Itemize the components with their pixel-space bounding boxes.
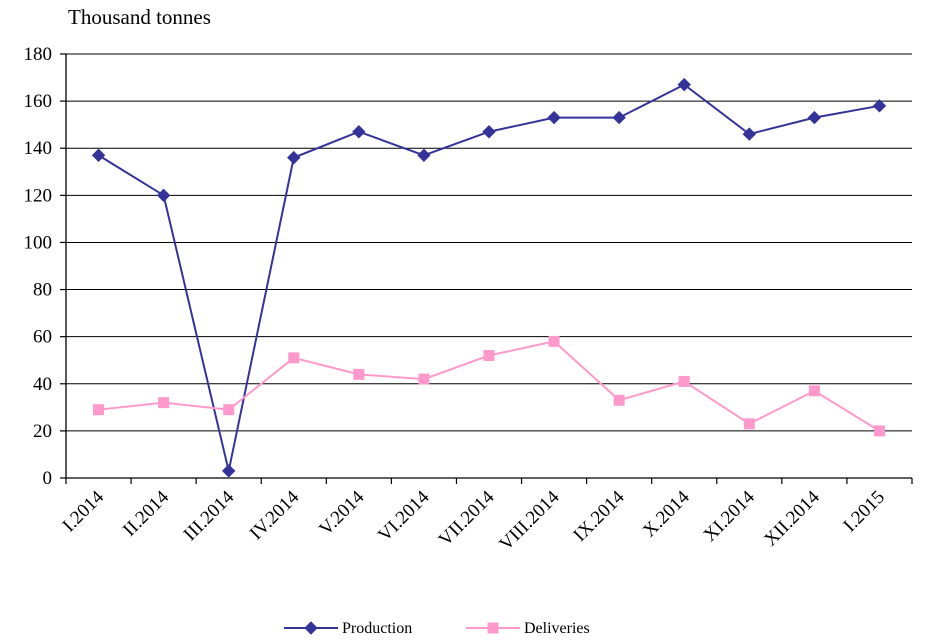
deliveries-point bbox=[418, 373, 430, 385]
deliveries-point bbox=[743, 418, 755, 430]
y-axis-unit-label: Thousand tonnes bbox=[68, 5, 211, 29]
deliveries-point bbox=[93, 404, 105, 416]
deliveries-point bbox=[158, 397, 170, 409]
x-axis-ticks: I.2014 II.2014 III.2014 IV.2014 V.2014 VI.201… bbox=[59, 478, 913, 555]
production-line bbox=[98, 83, 880, 472]
x-tick-label: IX.2014 bbox=[569, 486, 629, 546]
deliveries-point bbox=[678, 375, 690, 387]
y-tick-label: 180 bbox=[24, 44, 53, 65]
production-point bbox=[807, 110, 822, 125]
production-point bbox=[91, 148, 106, 162]
y-tick-label: 40 bbox=[33, 374, 52, 395]
y-tick-label: 100 bbox=[24, 232, 53, 253]
series-deliveries bbox=[93, 335, 885, 437]
deliveries-point bbox=[548, 335, 560, 347]
production-point bbox=[612, 110, 626, 125]
y-tick-label: 80 bbox=[33, 280, 52, 301]
x-tick-label: IV.2014 bbox=[246, 486, 304, 544]
deliveries-point bbox=[223, 404, 235, 416]
x-tick-label: V.2014 bbox=[315, 486, 368, 539]
legend-swatch-marker bbox=[304, 621, 318, 635]
deliveries-point bbox=[288, 352, 300, 364]
production-point bbox=[156, 188, 171, 203]
deliveries-point bbox=[873, 425, 885, 437]
x-tick-label: I.2015 bbox=[839, 487, 889, 537]
production-point bbox=[677, 77, 691, 92]
legend-label: Production bbox=[342, 620, 412, 637]
gridlines bbox=[66, 53, 912, 432]
x-tick-label: II.2014 bbox=[119, 486, 173, 540]
production-point bbox=[547, 110, 561, 125]
y-tick-label: 160 bbox=[24, 91, 53, 112]
x-tick-label: XI.2014 bbox=[700, 486, 760, 546]
production-point bbox=[221, 464, 236, 478]
data-series bbox=[91, 77, 887, 478]
y-tick-label: 120 bbox=[24, 185, 53, 206]
x-tick-label: VII.2014 bbox=[435, 486, 499, 550]
deliveries-point bbox=[808, 385, 820, 397]
y-tick-label: 140 bbox=[24, 138, 53, 159]
production-point bbox=[287, 150, 301, 165]
legend-item-production: Production bbox=[284, 620, 412, 637]
x-tick-label: III.2014 bbox=[180, 486, 239, 545]
x-tick-label: VI.2014 bbox=[374, 486, 434, 546]
legend: Production Deliveries bbox=[284, 620, 590, 637]
production-point bbox=[417, 148, 431, 162]
y-axis-ticks: 0 20 40 60 80 100 120 140 160 180 bbox=[24, 44, 66, 489]
production-point bbox=[872, 99, 887, 113]
y-tick-label: 0 bbox=[43, 468, 53, 489]
legend-swatch-marker bbox=[487, 622, 499, 634]
x-tick-label: X.2014 bbox=[639, 486, 694, 541]
legend-item-deliveries: Deliveries bbox=[466, 620, 590, 637]
y-tick-label: 60 bbox=[33, 327, 52, 348]
x-tick-label: XII.2014 bbox=[760, 486, 824, 550]
x-tick-label: VIII.2014 bbox=[495, 486, 564, 555]
production-point bbox=[482, 125, 496, 139]
production-point bbox=[352, 125, 366, 139]
deliveries-point bbox=[483, 350, 495, 362]
deliveries-point bbox=[613, 394, 625, 406]
production-point bbox=[742, 127, 757, 141]
deliveries-point bbox=[353, 368, 365, 380]
series-production bbox=[91, 77, 887, 478]
y-tick-label: 20 bbox=[33, 421, 52, 442]
x-tick-label: I.2014 bbox=[59, 486, 109, 536]
legend-label: Deliveries bbox=[524, 620, 590, 637]
